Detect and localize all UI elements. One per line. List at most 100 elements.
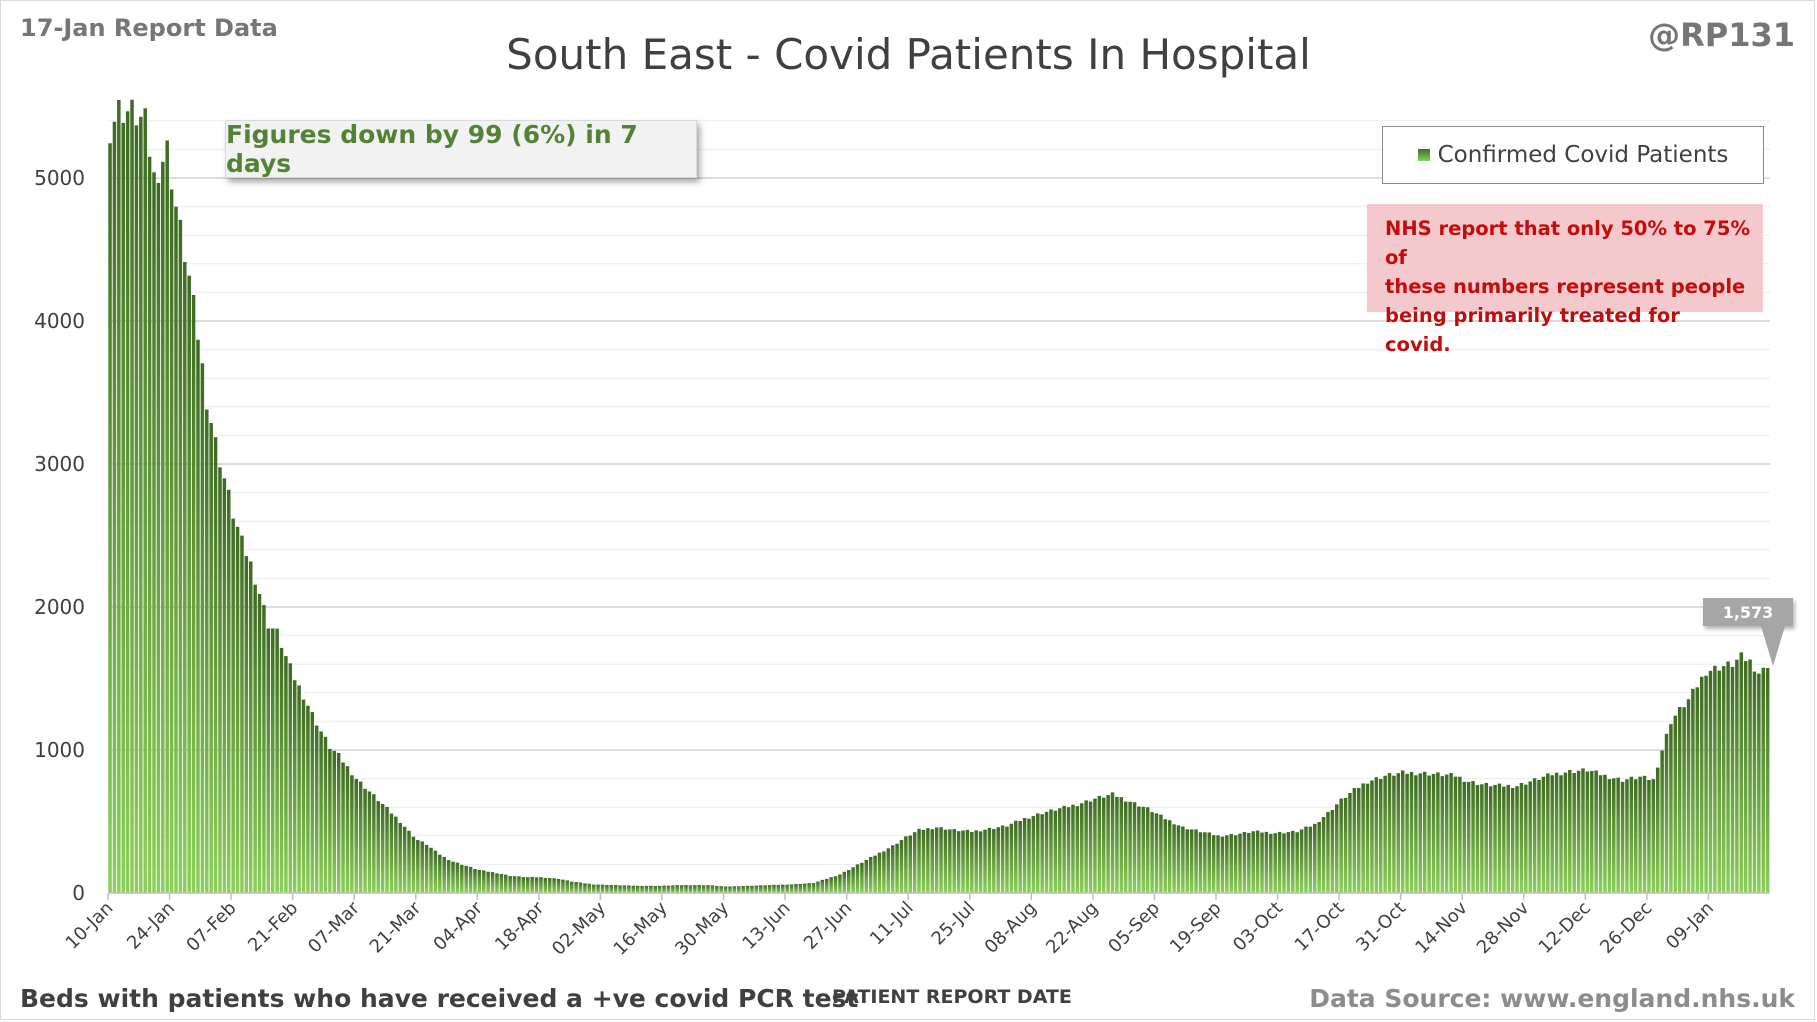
bar (1005, 826, 1009, 893)
footer-description: Beds with patients who have received a +… (20, 984, 859, 1013)
bar (1383, 775, 1387, 893)
bar (389, 813, 394, 893)
bar (156, 182, 161, 893)
bar (1225, 835, 1229, 893)
bar (1761, 667, 1766, 893)
bar (1598, 775, 1603, 893)
bar (1673, 715, 1678, 893)
bar (1036, 813, 1040, 893)
bar (1620, 781, 1625, 893)
x-axis-title: PATIENT REPORT DATE (832, 986, 1072, 1008)
bar (1528, 781, 1532, 893)
bar (877, 852, 882, 893)
bar (306, 705, 310, 893)
y-tick-label: 1000 (34, 738, 85, 762)
data-source: Data Source: www.england.nhs.uk (1309, 984, 1795, 1013)
bar (662, 885, 666, 893)
bar (732, 886, 737, 893)
bar (1642, 775, 1647, 893)
bar (1493, 784, 1497, 893)
bar (1291, 830, 1295, 893)
bar (1480, 784, 1484, 893)
bar (565, 880, 570, 893)
bar (451, 861, 455, 893)
bar (1128, 801, 1132, 893)
bar (1559, 775, 1563, 893)
bar (983, 829, 987, 893)
bar (512, 876, 517, 893)
bar (1181, 826, 1185, 893)
bar (244, 556, 249, 893)
bar (1651, 779, 1656, 893)
bar (534, 877, 539, 893)
bar (191, 294, 196, 893)
bar (420, 841, 424, 893)
x-tick-label: 24-Jan (123, 898, 179, 954)
bar (600, 884, 605, 893)
bar (578, 882, 583, 893)
bar (1220, 836, 1225, 893)
x-tick-label: 21-Feb (244, 898, 302, 956)
bar (1506, 784, 1510, 893)
report-date-label: 17-Jan Report Data (20, 14, 278, 42)
bar (1075, 806, 1080, 893)
bar (1137, 806, 1141, 893)
bar (1699, 676, 1704, 893)
bar-series (108, 99, 1770, 894)
x-tick-label: 12-Dec (1535, 898, 1595, 958)
bar (380, 803, 385, 893)
bar (1568, 769, 1572, 893)
bar (1414, 775, 1418, 893)
bar (1172, 824, 1176, 893)
bar (253, 584, 257, 893)
bar (943, 829, 948, 893)
x-tick-label: 17-Oct (1291, 898, 1349, 956)
bar (1449, 773, 1453, 893)
bar (1106, 795, 1110, 893)
bar (319, 731, 323, 893)
bar (873, 855, 877, 893)
bar (504, 874, 508, 893)
bar (464, 865, 468, 893)
bar (992, 828, 996, 893)
bar (1163, 819, 1168, 893)
x-tick-label: 07-Mar (304, 897, 364, 957)
legend-label: Confirmed Covid Patients (1437, 142, 1729, 168)
bar (1682, 707, 1686, 893)
bar (952, 829, 956, 893)
bar (350, 775, 354, 893)
bar (631, 885, 636, 893)
bar (1484, 782, 1489, 893)
bar (1167, 820, 1172, 893)
bar (336, 752, 341, 893)
bar (358, 781, 363, 893)
bar (1365, 783, 1370, 893)
bar (332, 750, 337, 893)
bar (939, 827, 943, 893)
bar (227, 489, 231, 893)
bar (926, 828, 930, 893)
bar (1119, 797, 1124, 893)
bar (1058, 808, 1062, 893)
bar (314, 725, 319, 893)
bar (525, 877, 530, 893)
bar (1339, 798, 1343, 893)
bar (429, 847, 433, 893)
note-line: these numbers represent people (1385, 275, 1746, 298)
bar (802, 883, 807, 893)
bar (1286, 832, 1291, 893)
bar (1409, 771, 1414, 893)
bar (1260, 832, 1264, 893)
bar (1713, 665, 1717, 893)
bar (1669, 724, 1673, 893)
bar (209, 422, 213, 893)
bar (666, 885, 671, 893)
bar (697, 885, 701, 893)
bar (1273, 833, 1277, 893)
x-tick-label: 27-Jun (800, 898, 856, 954)
bar (1321, 817, 1326, 893)
bar (1110, 792, 1115, 893)
bar (1664, 733, 1669, 893)
bar (1431, 773, 1436, 893)
